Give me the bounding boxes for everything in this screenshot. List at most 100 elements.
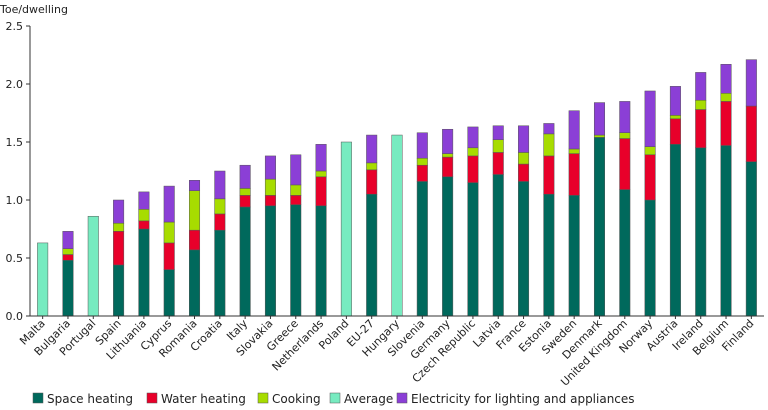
legend-swatch-electricity-for-lighting-and-appliances — [396, 392, 408, 404]
legend-swatch-space-heating — [32, 392, 44, 404]
bars — [37, 59, 757, 317]
bar-lithuania-water-heating — [138, 220, 150, 230]
bar-netherlands-water-heating — [315, 176, 327, 207]
bar-italy-space-heating — [239, 206, 251, 317]
bar-croatia-space-heating — [214, 229, 226, 317]
bar-denmark-cooking — [593, 134, 605, 138]
bar-slovakia-space-heating — [264, 205, 276, 317]
legend-label-water-heating: Water heating — [161, 392, 246, 406]
bar-ireland-cooking — [695, 99, 707, 110]
bar-denmark-space-heating — [593, 137, 605, 317]
bar-croatia-electricity-for-lighting-and-appliances — [214, 170, 226, 200]
bar-czech-republic-water-heating — [467, 155, 479, 183]
legend-label-cooking: Cooking — [272, 392, 321, 406]
bar-sweden-water-heating — [568, 153, 580, 196]
bar-austria-space-heating — [669, 144, 681, 317]
bar-sweden-electricity-for-lighting-and-appliances — [568, 110, 580, 150]
legend-label-space-heating: Space heating — [47, 392, 133, 406]
bar-estonia-space-heating — [543, 193, 555, 317]
bar-cyprus-cooking — [163, 221, 175, 244]
bar-malta-average — [37, 242, 49, 317]
bar-france-electricity-for-lighting-and-appliances — [518, 125, 530, 153]
bar-germany-space-heating — [442, 176, 454, 317]
bar-croatia-cooking — [214, 198, 226, 215]
bar-greece-cooking — [290, 184, 302, 196]
bar-united-kingdom-electricity-for-lighting-and-appliances — [619, 101, 631, 133]
bar-portugal-average — [87, 215, 99, 317]
bar-eu-27-water-heating — [366, 169, 378, 195]
bar-czech-republic-cooking — [467, 147, 479, 157]
y-tick-label: 2.0 — [6, 78, 24, 91]
bar-finland-water-heating — [745, 105, 757, 162]
bar-slovakia-electricity-for-lighting-and-appliances — [264, 155, 276, 180]
bar-belgium-space-heating — [720, 145, 732, 317]
bar-spain-cooking — [113, 222, 125, 232]
bar-ireland-space-heating — [695, 147, 707, 317]
bar-greece-space-heating — [290, 204, 302, 317]
bar-finland-space-heating — [745, 161, 757, 317]
bar-slovenia-space-heating — [416, 181, 428, 317]
legend-label-average: Average — [344, 392, 393, 406]
legend-label-electricity-for-lighting-and-appliances: Electricity for lighting and appliances — [411, 392, 635, 406]
bar-france-water-heating — [518, 163, 530, 182]
legend-swatch-cooking — [257, 392, 269, 404]
bar-slovenia-cooking — [416, 157, 428, 166]
y-tick-label: 1.5 — [6, 136, 24, 149]
bar-lithuania-space-heating — [138, 228, 150, 317]
bar-netherlands-space-heating — [315, 205, 327, 317]
bar-cyprus-electricity-for-lighting-and-appliances — [163, 185, 175, 223]
legend-swatch-average — [329, 392, 341, 404]
y-tick-label: 2.5 — [6, 20, 24, 33]
bar-austria-electricity-for-lighting-and-appliances — [669, 86, 681, 116]
bar-poland-average — [340, 141, 352, 317]
bar-greece-water-heating — [290, 195, 302, 205]
bar-austria-cooking — [669, 115, 681, 120]
bar-latvia-cooking — [492, 139, 504, 153]
bar-romania-electricity-for-lighting-and-appliances — [189, 180, 201, 191]
y-axis-ticks: 0.0 0.5 1.0 1.5 2.0 2.5 — [6, 20, 30, 323]
bar-finland-electricity-for-lighting-and-appliances — [745, 59, 757, 107]
bar-ireland-electricity-for-lighting-and-appliances — [695, 72, 707, 101]
bar-bulgaria-electricity-for-lighting-and-appliances — [62, 231, 74, 249]
bar-romania-space-heating — [189, 249, 201, 317]
legend: Space heating Water heating Cooking Average… — [32, 392, 635, 406]
bar-slovakia-cooking — [264, 178, 276, 196]
bar-italy-electricity-for-lighting-and-appliances — [239, 164, 251, 189]
bar-norway-electricity-for-lighting-and-appliances — [644, 90, 656, 147]
bar-sweden-cooking — [568, 148, 580, 154]
bar-romania-cooking — [189, 190, 201, 231]
bar-united-kingdom-cooking — [619, 132, 631, 139]
legend-swatch-water-heating — [146, 392, 158, 404]
bar-latvia-space-heating — [492, 174, 504, 317]
bar-netherlands-cooking — [315, 170, 327, 178]
bar-slovenia-water-heating — [416, 164, 428, 182]
bar-greece-electricity-for-lighting-and-appliances — [290, 154, 302, 186]
bar-germany-electricity-for-lighting-and-appliances — [442, 128, 454, 154]
bar-czech-republic-electricity-for-lighting-and-appliances — [467, 126, 479, 149]
bar-croatia-water-heating — [214, 213, 226, 231]
bar-germany-water-heating — [442, 156, 454, 178]
bar-spain-electricity-for-lighting-and-appliances — [113, 199, 125, 224]
bar-spain-space-heating — [113, 264, 125, 317]
bar-germany-cooking — [442, 153, 454, 158]
bar-estonia-electricity-for-lighting-and-appliances — [543, 123, 555, 135]
bar-ireland-water-heating — [695, 109, 707, 149]
bar-norway-water-heating — [644, 154, 656, 201]
bar-slovenia-electricity-for-lighting-and-appliances — [416, 132, 428, 159]
y-axis-label: Toe/dwelling — [0, 3, 68, 16]
bar-united-kingdom-space-heating — [619, 189, 631, 317]
y-tick-label: 0.0 — [6, 310, 24, 323]
bar-france-cooking — [518, 152, 530, 165]
bar-czech-republic-space-heating — [467, 182, 479, 317]
bar-netherlands-electricity-for-lighting-and-appliances — [315, 144, 327, 172]
bar-spain-water-heating — [113, 231, 125, 266]
bar-italy-water-heating — [239, 195, 251, 208]
bar-eu-27-cooking — [366, 162, 378, 171]
bar-belgium-water-heating — [720, 101, 732, 146]
bar-estonia-cooking — [543, 133, 555, 157]
bar-denmark-electricity-for-lighting-and-appliances — [593, 102, 605, 136]
bar-lithuania-cooking — [138, 209, 150, 222]
bar-italy-cooking — [239, 188, 251, 196]
x-axis-labels: MaltaBulgariaPortugalSpainLithuaniaCypru… — [17, 316, 756, 389]
